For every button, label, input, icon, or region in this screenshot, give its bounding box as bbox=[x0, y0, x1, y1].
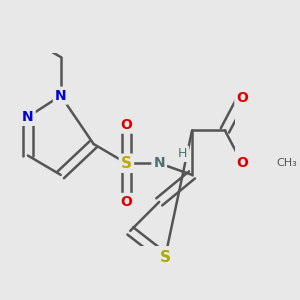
Text: S: S bbox=[160, 250, 170, 266]
Text: O: O bbox=[120, 195, 132, 209]
Text: S: S bbox=[121, 156, 132, 171]
Text: O: O bbox=[236, 156, 248, 170]
Text: N: N bbox=[55, 89, 67, 103]
Text: H: H bbox=[178, 147, 187, 160]
Text: O: O bbox=[236, 91, 248, 105]
Text: N: N bbox=[153, 156, 165, 170]
Text: O: O bbox=[120, 118, 132, 132]
Text: N: N bbox=[22, 110, 34, 124]
Text: CH₃: CH₃ bbox=[276, 158, 297, 168]
